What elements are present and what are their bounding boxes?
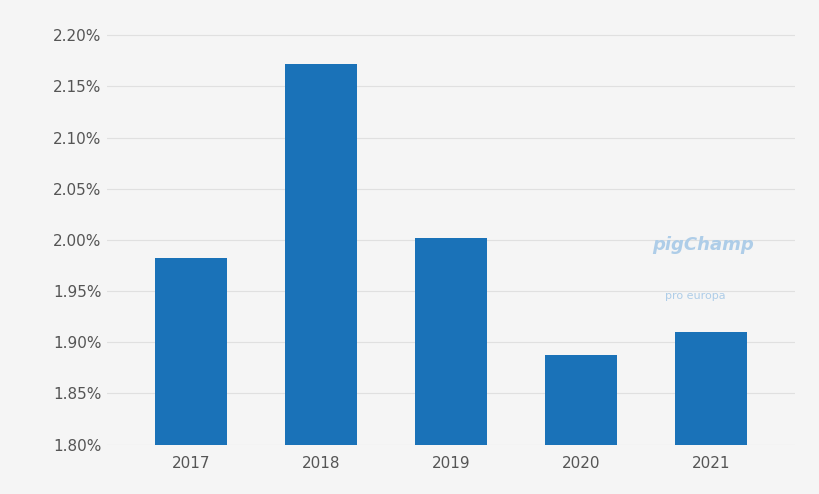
Text: pro europa: pro europa (665, 291, 725, 301)
Bar (155, 258, 227, 494)
Bar (545, 355, 616, 494)
Text: pigChamp: pigChamp (652, 236, 753, 254)
Bar (414, 238, 486, 494)
Bar (674, 332, 746, 494)
Bar (285, 64, 356, 494)
